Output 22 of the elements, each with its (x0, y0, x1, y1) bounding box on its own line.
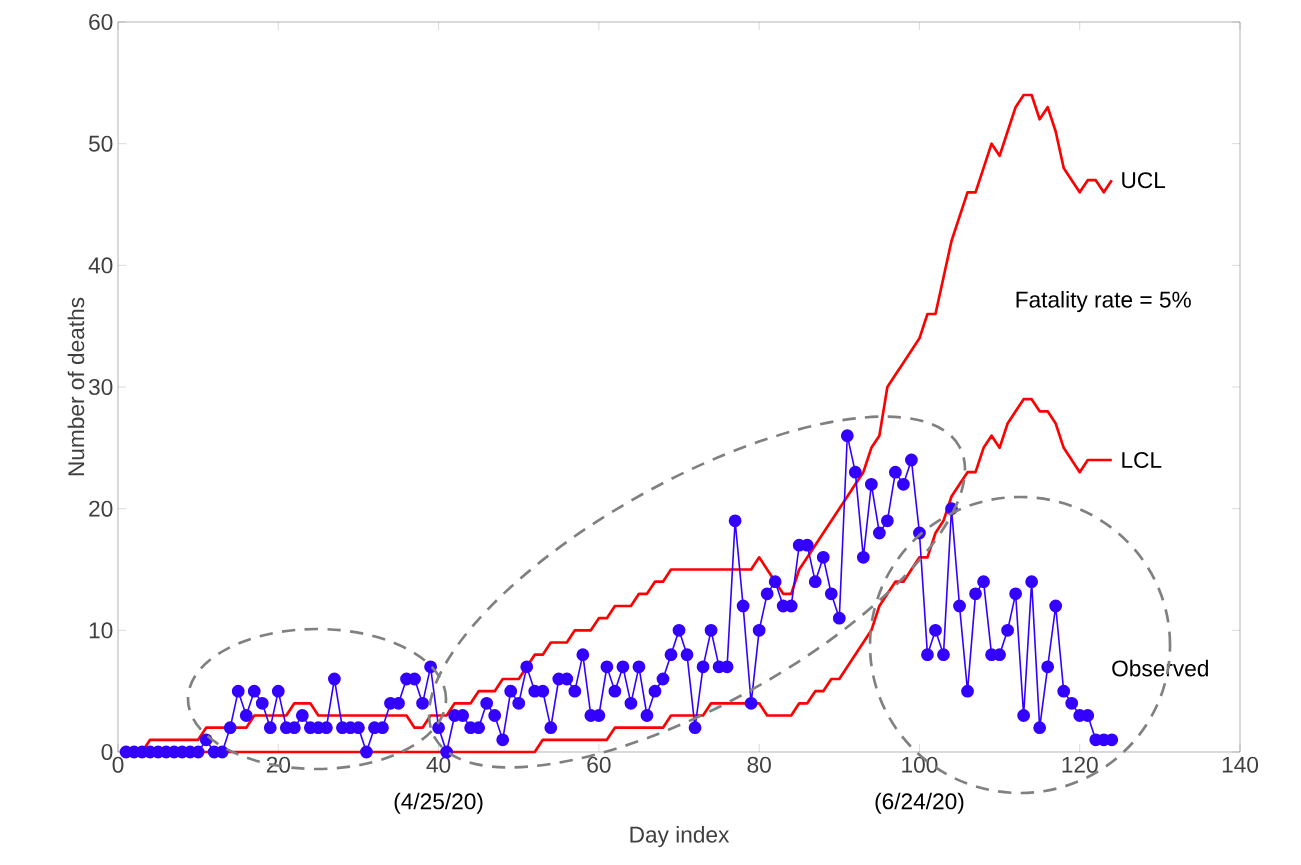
series-label: UCL (1122, 172, 1166, 189)
x-tick-label: 140 (1222, 756, 1259, 773)
y-tick-label: 0 (101, 743, 113, 761)
x-tick-label: 40 (426, 756, 451, 773)
y-tick-label: 60 (89, 13, 113, 31)
x-tick-label: 0 (112, 756, 124, 773)
x-tick-label: 120 (1062, 756, 1098, 773)
text: (4/25/20) (394, 792, 483, 814)
x-tick-label: 100 (902, 756, 938, 773)
x-tick-label: 80 (747, 756, 771, 773)
y-tick-label: 30 (88, 378, 113, 396)
y-tick-label: 20 (89, 500, 113, 517)
series-label: Observed (1112, 659, 1208, 677)
annotation: Fatality rate = 5% (1016, 291, 1191, 313)
text: (6/24/20) (875, 792, 964, 814)
series-label: LCL (1122, 451, 1162, 469)
y-tick-label: 50 (88, 135, 113, 152)
y-axis-title: Number of deaths (67, 297, 85, 476)
x-tick-label: 60 (587, 756, 611, 773)
y-tick-label: 10 (89, 622, 113, 639)
y-tick-label: 40 (88, 257, 113, 274)
x-axis-title: Day index (630, 826, 730, 848)
